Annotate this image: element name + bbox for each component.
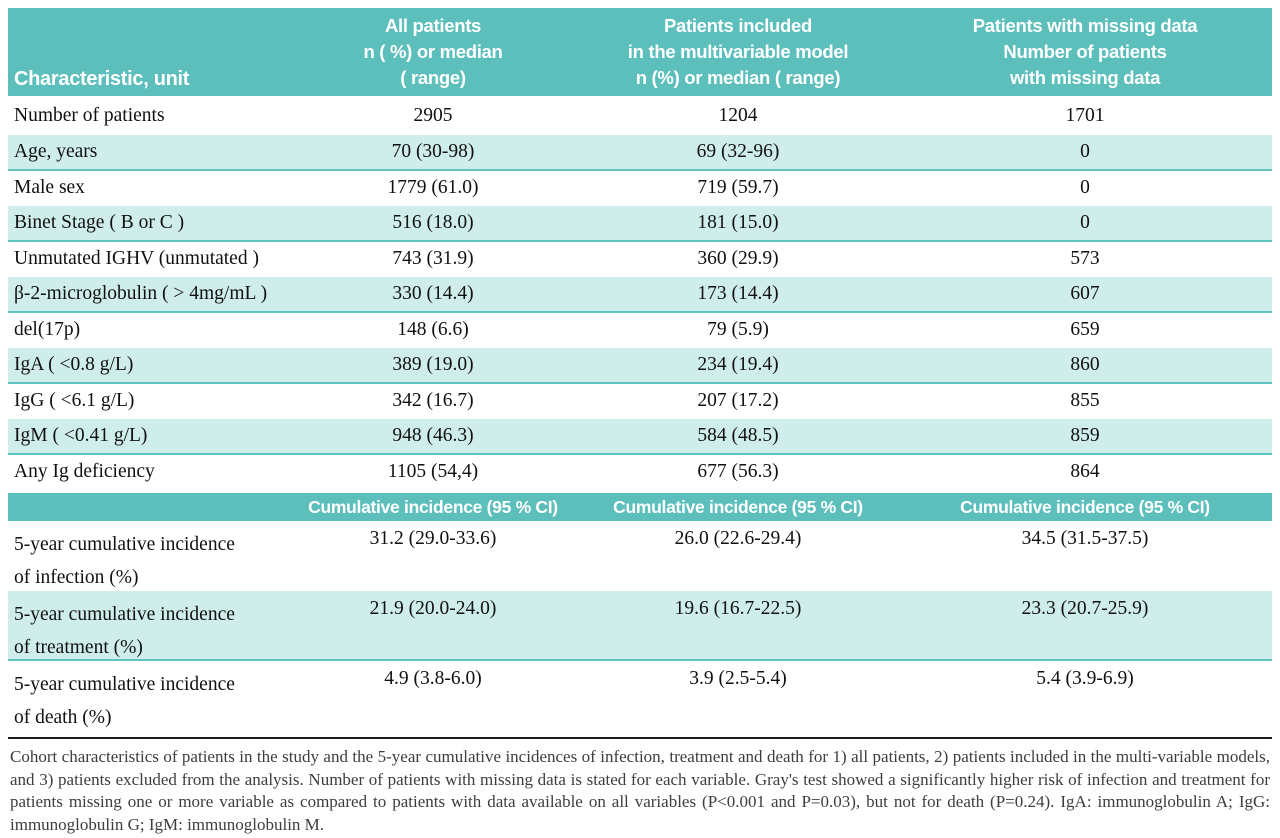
cell-all-patients: 948 (46.3) (392, 424, 474, 446)
cell-missing: 0 (1080, 140, 1090, 162)
cell-all-patients: 342 (16.7) (392, 390, 474, 412)
table-row-male-sex: Male sex 1779 (61.0) 719 (59.7) 0 (8, 171, 1272, 207)
row-label-line2: of infection (%) (14, 567, 139, 588)
cell-missing: 0 (1080, 211, 1090, 233)
table-row-unmutated-ighv: Unmutated IGHV (unmutated ) 743 (31.9) 3… (8, 242, 1272, 278)
header-multivariable-line3: n (%) or median ( range) (635, 67, 841, 88)
header-missing-data: Patients with missing data Number of pat… (898, 13, 1272, 91)
cell-model: 207 (17.2) (697, 390, 779, 412)
cell-model: 584 (48.5) (697, 424, 779, 446)
table-row-incidence-infection: 5-year cumulative incidence of infection… (8, 521, 1272, 591)
row-label-line1: 5-year cumulative incidence (14, 534, 235, 555)
cell-missing: 860 (1070, 353, 1100, 375)
table-row-any-ig-deficiency: Any Ig deficiency 1105 (54,4) 677 (56.3)… (8, 455, 1272, 491)
cell-all-patients: 31.2 (29.0-33.6) (369, 528, 497, 549)
row-label: del(17p) (14, 319, 81, 341)
cell-missing: 607 (1070, 282, 1100, 304)
subheader-ci-all: Cumulative incidence (95 % CI) (308, 496, 558, 517)
row-label: IgG ( <6.1 g/L) (14, 390, 135, 412)
header-multivariable-line2: in the multivariable model (627, 41, 849, 62)
cell-model: 360 (29.9) (697, 248, 779, 270)
row-label: Age, years (14, 140, 98, 162)
row-label-line2: of treatment (%) (14, 637, 143, 658)
subheader-ci-missing: Cumulative incidence (95 % CI) (960, 496, 1210, 517)
cell-missing: 5.4 (3.9-6.9) (1036, 668, 1134, 689)
cell-missing: 864 (1070, 461, 1100, 483)
row-label: Binet Stage ( B or C ) (14, 211, 185, 233)
row-label: 5-year cumulative incidence of death (%) (8, 661, 288, 734)
cell-model: 3.9 (2.5-5.4) (689, 668, 787, 689)
cell-all-patients: 2905 (413, 104, 453, 126)
row-label: Any Ig deficiency (14, 461, 155, 483)
row-label: 5-year cumulative incidence of infection… (8, 521, 288, 594)
cell-all-patients: 389 (19.0) (392, 353, 474, 375)
header-all-patients-line3: ( range) (400, 67, 466, 88)
row-label: IgA ( <0.8 g/L) (14, 353, 134, 375)
table-caption: Cohort characteristics of patients in th… (10, 747, 1270, 834)
cell-missing: 855 (1070, 390, 1100, 412)
cell-missing: 34.5 (31.5-37.5) (1021, 528, 1149, 549)
header-missing-line3: with missing data (1009, 67, 1161, 88)
row-label: Male sex (14, 177, 85, 199)
header-missing-line2: Number of patients (1003, 41, 1167, 62)
header-missing-line1: Patients with missing data (972, 15, 1198, 36)
cell-model: 181 (15.0) (697, 211, 779, 233)
header-all-patients: All patients n ( %) or median ( range) (288, 13, 578, 91)
header-multivariable-model: Patients included in the multivariable m… (578, 13, 898, 91)
cell-model: 79 (5.9) (707, 319, 769, 341)
row-label: Number of patients (14, 104, 165, 126)
cell-model: 234 (19.4) (697, 353, 779, 375)
row-label-line2: of death (%) (14, 707, 112, 728)
cell-model: 677 (56.3) (697, 461, 779, 483)
subheader-ci-model: Cumulative incidence (95 % CI) (613, 496, 863, 517)
table-row-iga: IgA ( <0.8 g/L) 389 (19.0) 234 (19.4) 86… (8, 348, 1272, 384)
table-bottom-rule (8, 737, 1272, 739)
cell-missing: 23.3 (20.7-25.9) (1021, 598, 1149, 619)
row-label-line1: 5-year cumulative incidence (14, 674, 235, 695)
cell-all-patients: 21.9 (20.0-24.0) (369, 598, 497, 619)
cell-all-patients: 330 (14.4) (392, 282, 474, 304)
cell-model: 69 (32-96) (696, 140, 780, 162)
cell-all-patients: 743 (31.9) (392, 248, 474, 270)
header-multivariable-line1: Patients included (663, 15, 813, 36)
table-row-incidence-treatment: 5-year cumulative incidence of treatment… (8, 591, 1272, 661)
cell-all-patients: 148 (6.6) (397, 319, 469, 341)
cell-model: 26.0 (22.6-29.4) (674, 528, 802, 549)
cell-missing: 859 (1070, 424, 1100, 446)
header-all-patients-line1: All patients (384, 15, 482, 36)
table-header-row: Characteristic, unit All patients n ( %)… (8, 8, 1272, 96)
cohort-characteristics-table: Characteristic, unit All patients n ( %)… (8, 8, 1272, 836)
header-all-patients-line2: n ( %) or median (363, 41, 503, 62)
table-row-igm: IgM ( <0.41 g/L) 948 (46.3) 584 (48.5) 8… (8, 419, 1272, 455)
cell-all-patients: 516 (18.0) (392, 211, 474, 233)
table-row-del17p: del(17p) 148 (6.6) 79 (5.9) 659 (8, 313, 1272, 349)
row-label-line1: 5-year cumulative incidence (14, 604, 235, 625)
table-row-age: Age, years 70 (30-98) 69 (32-96) 0 (8, 135, 1272, 171)
row-label: 5-year cumulative incidence of treatment… (8, 591, 288, 664)
cell-all-patients: 1105 (54,4) (387, 461, 479, 483)
row-label: Unmutated IGHV (unmutated ) (14, 248, 259, 270)
table-row-igg: IgG ( <6.1 g/L) 342 (16.7) 207 (17.2) 85… (8, 384, 1272, 420)
subheader-row: Cumulative incidence (95 % CI) Cumulativ… (8, 493, 1272, 521)
cell-all-patients: 4.9 (3.8-6.0) (384, 668, 482, 689)
cell-all-patients: 1779 (61.0) (387, 177, 479, 199)
cell-missing: 573 (1070, 248, 1100, 270)
cell-missing: 659 (1070, 319, 1100, 341)
cell-model: 19.6 (16.7-22.5) (674, 598, 802, 619)
cell-missing: 0 (1080, 177, 1090, 199)
table-row-number-of-patients: Number of patients 2905 1204 1701 (8, 96, 1272, 135)
table-row-b2-microglobulin: β-2-microglobulin ( > 4mg/mL ) 330 (14.4… (8, 277, 1272, 313)
header-characteristic-unit: Characteristic, unit (14, 68, 190, 90)
cell-model: 1204 (718, 104, 758, 126)
table-row-binet-stage: Binet Stage ( B or C ) 516 (18.0) 181 (1… (8, 206, 1272, 242)
cell-all-patients: 70 (30-98) (391, 140, 475, 162)
row-label: IgM ( <0.41 g/L) (14, 424, 148, 446)
cell-model: 719 (59.7) (697, 177, 779, 199)
cell-model: 173 (14.4) (697, 282, 779, 304)
row-label: β-2-microglobulin ( > 4mg/mL ) (14, 282, 268, 304)
cell-missing: 1701 (1065, 104, 1105, 126)
table-row-incidence-death: 5-year cumulative incidence of death (%)… (8, 661, 1272, 731)
